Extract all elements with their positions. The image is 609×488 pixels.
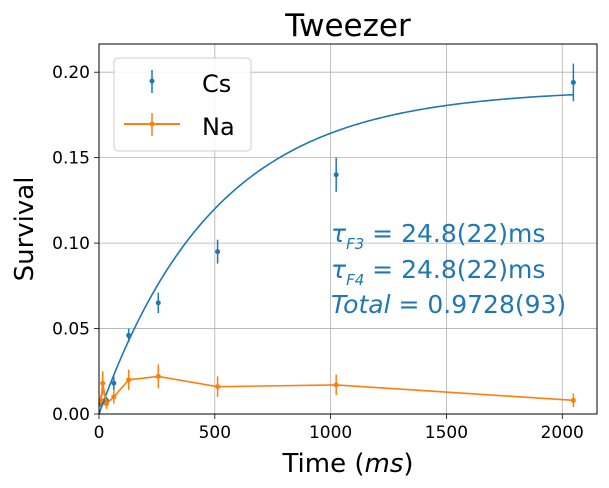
legend-cs-marker [149, 78, 155, 84]
series-na-point [570, 397, 576, 403]
legend-na-label: Na [202, 113, 235, 141]
chart-title: Tweezer [284, 8, 411, 44]
fit-curve [98, 93, 574, 415]
y-tick-label: 0.05 [52, 320, 90, 340]
legend-entry-cs: Cs [149, 70, 231, 98]
series-cs-point [333, 172, 339, 178]
x-axis-label: Time (ms) [281, 449, 413, 479]
series-cs-point [215, 249, 221, 255]
legend-na-marker [149, 121, 155, 127]
annotation-tau-f4: τF4 = 24.8(22)ms [331, 255, 545, 289]
series-na-point [103, 401, 109, 407]
x-tick-label: 0 [94, 423, 105, 443]
legend: Cs Na [113, 57, 252, 152]
series-cs-point [126, 332, 132, 338]
legend-entry-na: Na [124, 113, 235, 141]
x-tick-label: 2000 [541, 423, 584, 443]
series-na-point [215, 384, 221, 390]
y-axis-label: Survival [10, 177, 40, 282]
series-na-point [111, 394, 117, 400]
x-axis-ticks: 0 500 1000 1500 2000 [94, 414, 584, 443]
y-tick-label: 0.00 [52, 405, 90, 425]
series-na-point [333, 382, 339, 388]
x-tick-label: 1500 [425, 423, 468, 443]
plot-frame [98, 43, 598, 415]
fit-annotation: τF3 = 24.8(22)ms τF4 = 24.8(22)ms Total … [331, 219, 566, 319]
annotation-total: Total = 0.9728(93) [331, 290, 566, 319]
series-na-point [155, 373, 161, 379]
legend-box [113, 57, 252, 152]
y-axis-ticks: 0.00 0.05 0.10 0.15 0.20 [52, 63, 99, 425]
series-na-point [98, 397, 104, 403]
series-cs-point [570, 79, 576, 85]
y-tick-label: 0.15 [52, 149, 90, 169]
y-tick-label: 0.20 [52, 63, 90, 83]
annotation-tau-f3: τF3 = 24.8(22)ms [331, 219, 545, 253]
fit-curve-layer [98, 93, 574, 415]
series-cs-point [111, 380, 117, 386]
y-tick-label: 0.10 [52, 234, 90, 254]
series-layer [98, 63, 576, 409]
x-tick-label: 1000 [309, 423, 352, 443]
series-na-line [100, 375, 574, 406]
series-na-point [126, 377, 132, 383]
legend-cs-label: Cs [202, 70, 231, 98]
series-na-point [100, 380, 106, 386]
series-cs-point [155, 300, 161, 306]
x-tick-label: 500 [199, 423, 231, 443]
